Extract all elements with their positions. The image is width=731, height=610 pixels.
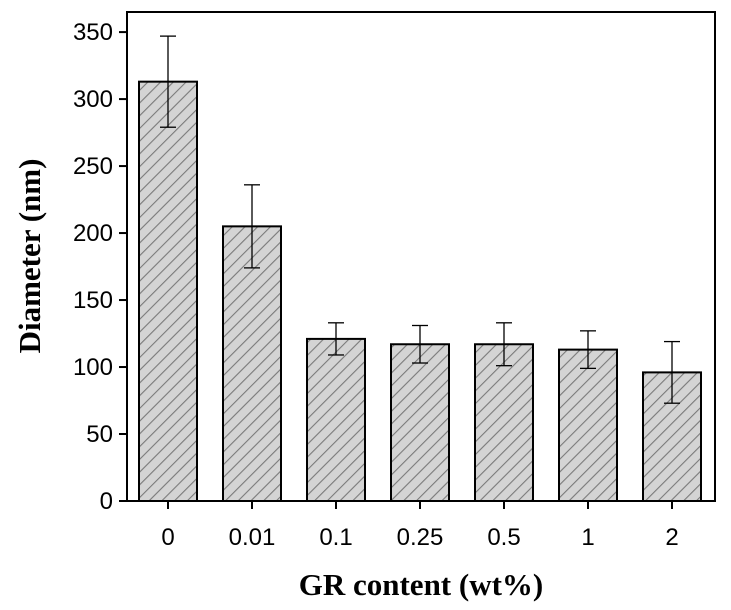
- x-tick-label: 0.01: [229, 524, 276, 551]
- y-tick-label: 100: [73, 354, 113, 381]
- bar-0: [138, 80, 198, 503]
- bar-1: [558, 348, 618, 502]
- bar-0.25: [390, 343, 450, 502]
- y-tick-label: 350: [73, 19, 113, 46]
- x-axis-title: GR content (wt%): [299, 567, 544, 602]
- x-tick-label: 0.25: [397, 524, 444, 551]
- x-tick-label: 2: [665, 524, 678, 551]
- x-tick-label: 0.5: [487, 524, 520, 551]
- bar-0.5: [474, 343, 534, 502]
- y-tick-label: 0: [100, 488, 113, 515]
- y-tick-label: 200: [73, 220, 113, 247]
- y-axis-title: Diameter (nm): [12, 159, 47, 354]
- y-tick-label: 250: [73, 153, 113, 180]
- y-tick-label: 50: [86, 421, 113, 448]
- bar-0.1: [306, 337, 366, 502]
- y-tick-label: 300: [73, 86, 113, 113]
- x-tick-label: 1: [581, 524, 594, 551]
- x-tick-label: 0.1: [319, 524, 352, 551]
- y-tick-label: 150: [73, 287, 113, 314]
- x-tick-label: 0: [161, 524, 174, 551]
